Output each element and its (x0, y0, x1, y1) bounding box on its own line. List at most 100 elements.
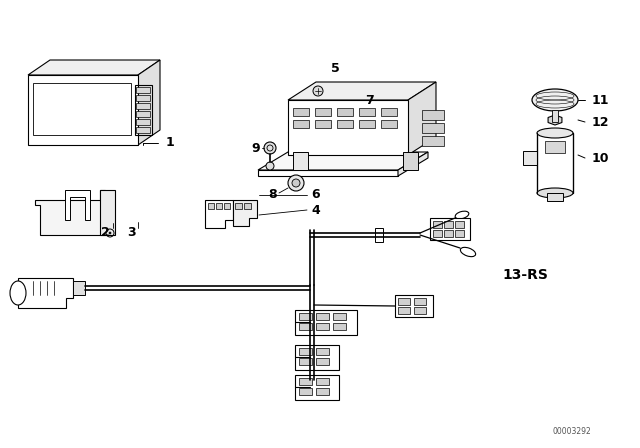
Bar (316, 348, 329, 355)
Bar (136, 103, 150, 109)
Text: 5: 5 (331, 61, 339, 74)
Bar (337, 108, 353, 116)
Bar (375, 228, 383, 242)
Ellipse shape (10, 281, 26, 305)
Polygon shape (100, 190, 115, 235)
Bar (381, 120, 397, 128)
Bar (135, 85, 152, 135)
Text: 7: 7 (365, 94, 374, 107)
Text: 11: 11 (591, 94, 609, 107)
Bar (235, 203, 242, 209)
Text: 4: 4 (312, 203, 321, 216)
Bar (316, 378, 329, 385)
Bar (136, 127, 150, 133)
Text: 10: 10 (591, 151, 609, 164)
Bar (216, 203, 222, 209)
Bar (73, 281, 85, 295)
Bar (315, 120, 331, 128)
Bar (293, 108, 309, 116)
Polygon shape (258, 170, 398, 176)
Polygon shape (408, 82, 436, 155)
Bar (299, 358, 312, 365)
Polygon shape (35, 190, 105, 235)
Bar (433, 230, 442, 237)
Ellipse shape (537, 128, 573, 138)
Bar (295, 375, 339, 400)
Bar (315, 108, 331, 116)
Bar (293, 120, 309, 128)
Bar (316, 313, 329, 320)
Bar (395, 295, 433, 317)
Bar (398, 298, 410, 305)
Bar (295, 345, 339, 370)
Circle shape (292, 179, 300, 187)
Text: 3: 3 (128, 225, 136, 238)
Bar (398, 307, 410, 314)
Bar (316, 323, 329, 330)
Bar (316, 388, 329, 395)
Bar (136, 95, 150, 101)
Text: 00003292: 00003292 (552, 427, 591, 436)
Bar (414, 298, 426, 305)
Bar (552, 110, 558, 122)
Bar (299, 323, 312, 330)
Polygon shape (205, 200, 233, 228)
Bar (433, 221, 442, 228)
Bar (444, 221, 453, 228)
Bar (337, 120, 353, 128)
Polygon shape (523, 151, 537, 165)
Text: 9: 9 (252, 142, 260, 155)
Polygon shape (138, 60, 160, 145)
Polygon shape (288, 82, 436, 100)
Text: 8: 8 (269, 189, 277, 202)
Ellipse shape (532, 89, 578, 111)
Bar (333, 313, 346, 320)
Polygon shape (293, 152, 308, 170)
Bar (136, 111, 150, 117)
Bar (299, 313, 312, 320)
Bar (224, 203, 230, 209)
Bar (444, 230, 453, 237)
Bar (136, 119, 150, 125)
Bar (430, 218, 470, 240)
Ellipse shape (537, 188, 573, 198)
Bar (455, 230, 464, 237)
Circle shape (288, 175, 304, 191)
Polygon shape (28, 60, 160, 75)
Bar (299, 378, 312, 385)
Bar (299, 388, 312, 395)
Polygon shape (65, 190, 90, 220)
Circle shape (264, 142, 276, 154)
Text: 2: 2 (100, 225, 109, 238)
Ellipse shape (455, 211, 469, 219)
Circle shape (313, 86, 323, 96)
Bar (359, 108, 375, 116)
Polygon shape (398, 152, 428, 176)
Bar (208, 203, 214, 209)
Polygon shape (258, 152, 428, 170)
Circle shape (266, 162, 274, 170)
Polygon shape (403, 152, 418, 170)
Text: 1: 1 (166, 137, 174, 150)
Ellipse shape (460, 247, 476, 257)
Polygon shape (233, 200, 257, 226)
Bar (299, 348, 312, 355)
Bar (422, 136, 444, 146)
Bar (537, 133, 573, 193)
Bar (316, 358, 329, 365)
Bar (244, 203, 251, 209)
Bar (422, 123, 444, 133)
Text: 6: 6 (312, 189, 320, 202)
Text: 13-RS: 13-RS (502, 268, 548, 282)
Bar (545, 141, 565, 153)
Polygon shape (18, 278, 73, 308)
Text: 12: 12 (591, 116, 609, 129)
Polygon shape (288, 100, 408, 155)
Bar (136, 87, 150, 93)
Bar (333, 323, 346, 330)
Bar (359, 120, 375, 128)
Bar (295, 310, 357, 335)
Bar (381, 108, 397, 116)
Bar (414, 307, 426, 314)
Circle shape (109, 232, 111, 234)
